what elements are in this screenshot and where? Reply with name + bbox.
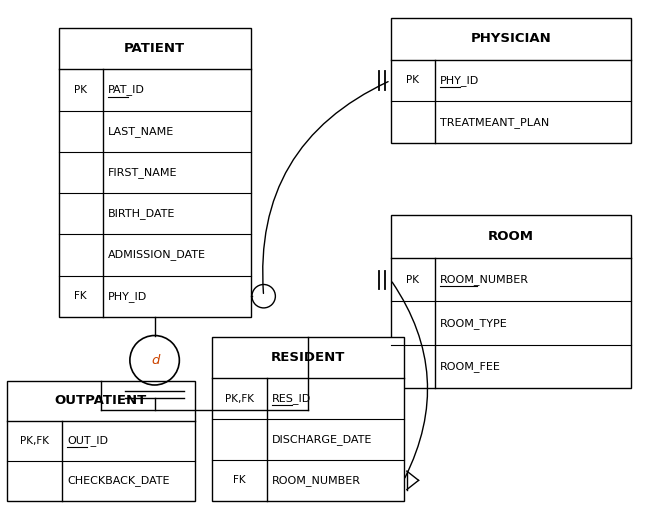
Text: FIRST_NAME: FIRST_NAME — [108, 167, 178, 178]
Bar — [59, 28, 251, 317]
Text: RESIDENT: RESIDENT — [270, 351, 345, 364]
Text: DISCHARGE_DATE: DISCHARGE_DATE — [272, 434, 372, 445]
Text: PK,FK: PK,FK — [225, 393, 254, 404]
Text: d: d — [152, 354, 160, 367]
Text: BIRTH_DATE: BIRTH_DATE — [108, 208, 175, 219]
Text: PHY_ID: PHY_ID — [440, 75, 479, 86]
Text: FK: FK — [233, 475, 245, 485]
Bar — [7, 381, 195, 501]
Text: RES_ID: RES_ID — [272, 393, 311, 404]
Text: ROOM_TYPE: ROOM_TYPE — [440, 318, 508, 329]
Bar — [391, 18, 631, 143]
Text: PK: PK — [74, 85, 87, 95]
Text: OUT_ID: OUT_ID — [67, 435, 108, 446]
Bar — [212, 337, 404, 501]
Text: OUTPATIENT: OUTPATIENT — [55, 394, 147, 407]
Text: PHY_ID: PHY_ID — [108, 291, 147, 301]
Text: LAST_NAME: LAST_NAME — [108, 126, 174, 136]
Text: PHYSICIAN: PHYSICIAN — [471, 32, 551, 45]
Text: PK: PK — [406, 76, 419, 85]
Text: PK: PK — [406, 275, 419, 285]
Text: ADMISSION_DATE: ADMISSION_DATE — [108, 249, 206, 261]
Text: ROOM_NUMBER: ROOM_NUMBER — [272, 475, 361, 486]
Text: PATIENT: PATIENT — [124, 42, 185, 55]
Text: ROOM_FEE: ROOM_FEE — [440, 361, 501, 372]
Text: PK,FK: PK,FK — [20, 436, 49, 446]
Text: CHECKBACK_DATE: CHECKBACK_DATE — [67, 475, 169, 486]
Text: ROOM_NUMBER: ROOM_NUMBER — [440, 274, 529, 285]
Text: TREATMEANT_PLAN: TREATMEANT_PLAN — [440, 117, 549, 128]
Bar — [391, 215, 631, 388]
Text: PAT_ID: PAT_ID — [108, 84, 145, 96]
Text: FK: FK — [74, 291, 87, 301]
Text: ROOM: ROOM — [488, 230, 534, 243]
